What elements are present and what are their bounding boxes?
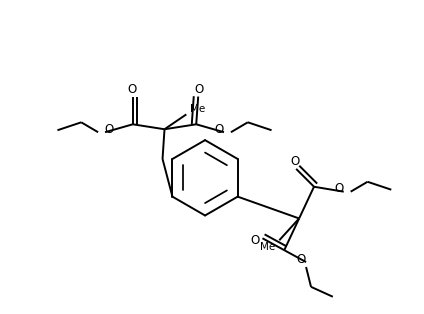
Text: O: O	[334, 182, 343, 195]
Text: O: O	[215, 123, 223, 136]
Text: O: O	[296, 252, 306, 266]
Text: O: O	[104, 123, 114, 136]
Text: Me: Me	[260, 242, 275, 252]
Text: O: O	[250, 234, 259, 247]
Text: O: O	[290, 155, 300, 168]
Text: Me: Me	[190, 105, 206, 114]
Text: O: O	[127, 83, 137, 96]
Text: O: O	[195, 83, 204, 96]
